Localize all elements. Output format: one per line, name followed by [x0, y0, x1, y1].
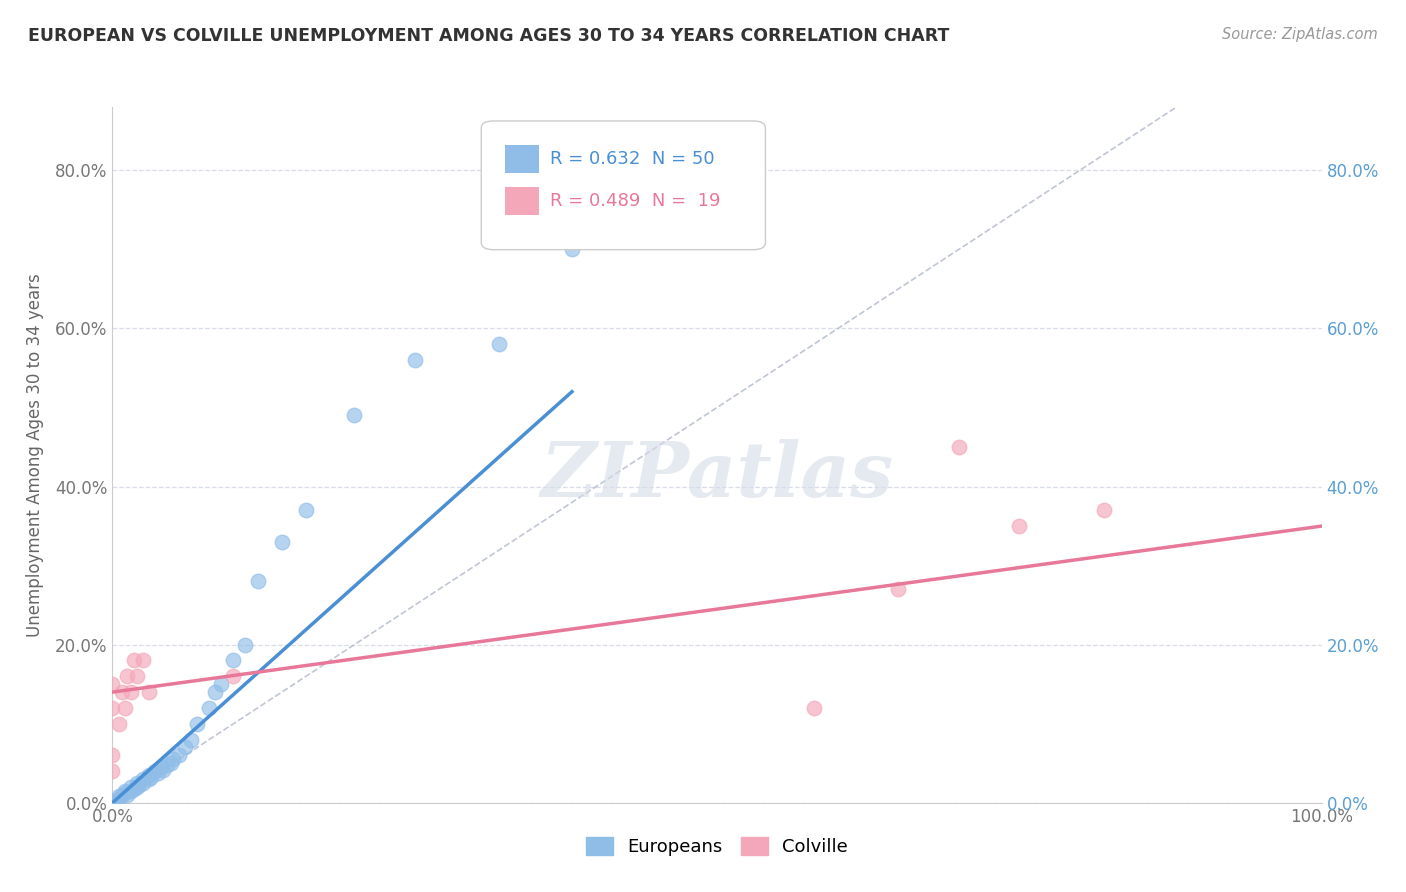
Point [101, 796, 124, 810]
Point [101, 701, 124, 715]
Point [561, 243, 583, 257]
Point [114, 784, 136, 798]
Point [141, 771, 163, 785]
Point [143, 764, 166, 779]
Point [948, 440, 970, 454]
Point [404, 353, 426, 368]
Point [120, 780, 142, 794]
Point [125, 776, 148, 790]
Point [167, 748, 190, 763]
Point [162, 752, 184, 766]
Point [111, 685, 134, 699]
Point [101, 677, 124, 691]
Point [122, 653, 145, 667]
Point [101, 764, 124, 779]
Point [235, 638, 257, 652]
Point [270, 534, 292, 549]
Point [125, 669, 148, 683]
Point [101, 796, 124, 810]
Point [132, 653, 155, 667]
Point [107, 789, 129, 804]
Point [138, 685, 160, 699]
Point [1092, 503, 1115, 517]
Point [101, 796, 124, 810]
Point [148, 765, 170, 780]
Point [186, 716, 208, 731]
Point [204, 685, 226, 699]
Point [152, 763, 174, 777]
Point [488, 337, 510, 351]
Point [101, 796, 124, 810]
Point [180, 732, 202, 747]
Point [115, 669, 138, 683]
Point [101, 796, 124, 810]
Legend: Europeans, Colville: Europeans, Colville [579, 830, 855, 863]
Point [156, 757, 179, 772]
Point [1008, 519, 1031, 533]
Y-axis label: Unemployment Among Ages 30 to 34 years: Unemployment Among Ages 30 to 34 years [25, 273, 44, 637]
Point [101, 794, 124, 808]
Point [101, 796, 124, 810]
Point [114, 786, 136, 800]
Text: ZIPatlas: ZIPatlas [540, 439, 894, 513]
Point [803, 701, 825, 715]
Point [198, 701, 221, 715]
Point [246, 574, 269, 589]
FancyBboxPatch shape [506, 187, 540, 215]
Text: Source: ZipAtlas.com: Source: ZipAtlas.com [1222, 27, 1378, 42]
Point [115, 788, 138, 802]
Text: EUROPEAN VS COLVILLE UNEMPLOYMENT AMONG AGES 30 TO 34 YEARS CORRELATION CHART: EUROPEAN VS COLVILLE UNEMPLOYMENT AMONG … [28, 27, 949, 45]
FancyBboxPatch shape [506, 145, 540, 173]
Point [122, 781, 145, 796]
Point [132, 772, 155, 786]
Point [174, 740, 197, 755]
Point [887, 582, 910, 597]
Point [101, 796, 124, 810]
Point [295, 503, 318, 517]
Point [101, 796, 124, 810]
Point [125, 780, 148, 794]
Point [107, 716, 129, 731]
Text: R = 0.632  N = 50: R = 0.632 N = 50 [550, 150, 714, 169]
Point [114, 701, 136, 715]
Point [107, 792, 129, 806]
Point [159, 756, 181, 771]
FancyBboxPatch shape [481, 121, 765, 250]
Point [138, 772, 160, 786]
Point [209, 677, 232, 691]
Point [138, 768, 160, 782]
Point [149, 760, 172, 774]
Point [101, 748, 124, 763]
Point [132, 776, 155, 790]
Point [222, 669, 245, 683]
Text: R = 0.489  N =  19: R = 0.489 N = 19 [550, 192, 721, 210]
Point [120, 784, 142, 798]
Point [222, 653, 245, 667]
Point [343, 409, 366, 423]
Point [101, 796, 124, 810]
Point [128, 778, 150, 792]
Point [120, 685, 142, 699]
Point [111, 788, 134, 802]
